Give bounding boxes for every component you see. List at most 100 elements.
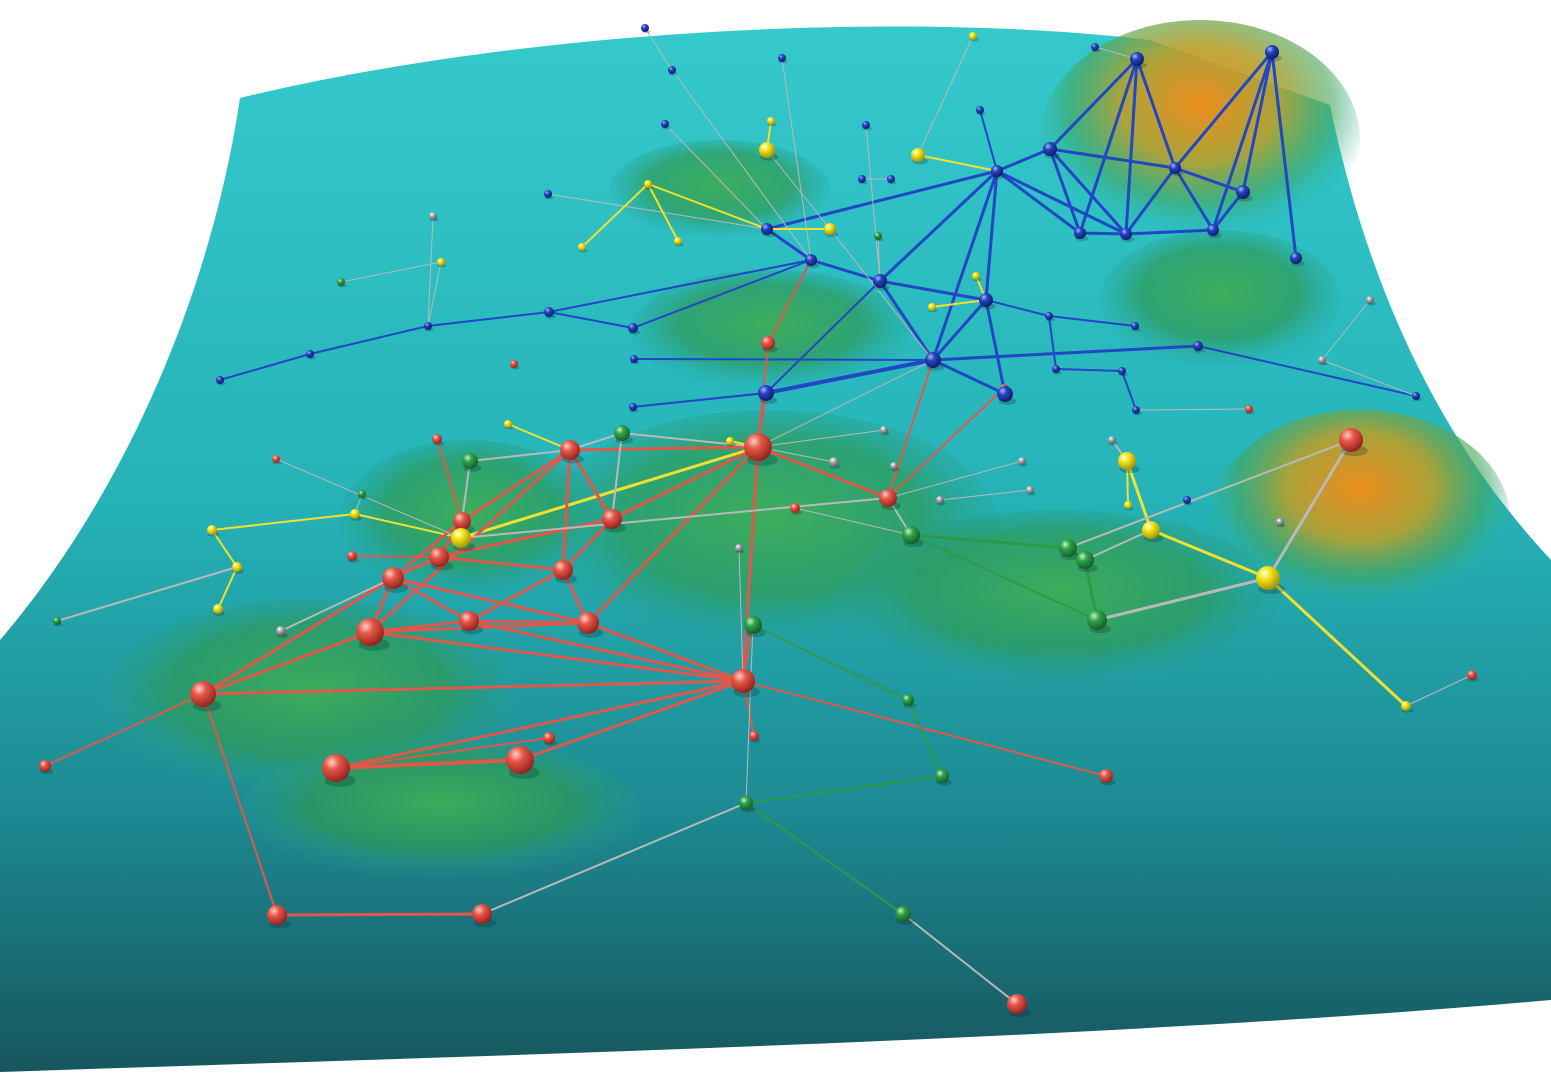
network-edge [202, 693, 278, 916]
network-edge [829, 228, 934, 361]
network-edge [368, 630, 745, 683]
network-edge [518, 679, 745, 762]
network-edge [1173, 166, 1245, 194]
network-node [979, 293, 993, 307]
network-edge [1124, 166, 1177, 236]
network-node [429, 547, 449, 567]
network-edge [767, 259, 812, 344]
network-node [1108, 436, 1116, 444]
network-node [437, 258, 445, 266]
network-edge [1083, 558, 1099, 622]
network-node [1412, 392, 1420, 400]
network-edge [1124, 228, 1215, 236]
network-edge [568, 448, 614, 521]
network-edge [910, 534, 1098, 621]
network-edge [917, 35, 974, 156]
network-node [674, 237, 682, 245]
network-node [1091, 43, 1099, 51]
network-node [928, 303, 936, 311]
network-edge [877, 235, 881, 282]
network-edge [201, 576, 395, 696]
network-edge [459, 445, 760, 540]
network-edge [1048, 315, 1136, 327]
network-edge [217, 566, 238, 610]
network-node [1099, 769, 1113, 783]
network-node [758, 385, 774, 401]
network-edge [427, 311, 550, 327]
network-node [504, 420, 512, 428]
network-node [1043, 142, 1057, 156]
network-node [1131, 322, 1139, 330]
network-node [749, 731, 759, 741]
network-edge [742, 680, 1107, 777]
network-edge [1211, 50, 1274, 232]
network-edge [1048, 147, 1082, 235]
network-node [936, 496, 944, 504]
network-node [337, 278, 345, 286]
network-node [824, 223, 836, 235]
network-node [767, 117, 775, 125]
network-edge [1173, 50, 1274, 170]
network-node [358, 490, 366, 498]
network-node [216, 376, 224, 384]
network-edge [460, 448, 572, 523]
network-node [890, 462, 898, 470]
network-node [1401, 701, 1411, 711]
network-node [382, 567, 404, 589]
network-edge [756, 445, 890, 500]
network-edge [1270, 50, 1298, 260]
network-edges [44, 27, 1473, 1005]
network-edge [436, 438, 463, 522]
network-node [911, 148, 925, 162]
network-edge [309, 325, 429, 355]
network-node [506, 746, 534, 774]
network-node [997, 386, 1013, 402]
network-edge [644, 27, 673, 71]
network-edge [561, 448, 572, 572]
network-edge [461, 460, 471, 522]
network-edge [887, 387, 1005, 499]
network-node [761, 336, 775, 350]
network-node [739, 796, 753, 810]
network-edge [1048, 147, 1177, 170]
network-edge [909, 533, 1070, 550]
network-node [879, 489, 897, 507]
network-node [453, 512, 471, 530]
network-edge [1121, 370, 1137, 411]
network-edge [548, 311, 634, 329]
network-node [350, 509, 360, 519]
network-edge [354, 513, 462, 539]
network-node [1318, 356, 1326, 364]
network-edge [1173, 166, 1215, 232]
network-node [1276, 518, 1284, 526]
network-edge [995, 147, 1052, 173]
network-node [272, 455, 280, 463]
network-edge [1321, 359, 1417, 397]
network-node [829, 457, 839, 467]
network-node [207, 525, 217, 535]
network-node [276, 626, 286, 636]
network-node [744, 616, 762, 634]
network-edge [757, 359, 934, 448]
network-edge [1266, 576, 1408, 708]
network-node [1366, 296, 1374, 304]
network-node [472, 904, 492, 924]
network-edge [878, 169, 999, 283]
network-node [629, 403, 637, 411]
network-node [873, 274, 887, 288]
network-node [39, 760, 51, 772]
network-node [1467, 670, 1477, 680]
network-edge [1084, 529, 1152, 561]
network-edge [765, 280, 881, 394]
network-node [1026, 486, 1034, 494]
network-node [862, 121, 870, 129]
network-edge [633, 358, 934, 361]
network-edge [586, 621, 745, 683]
network-edge [437, 555, 565, 572]
network-edge [568, 445, 760, 452]
network-node [577, 612, 599, 634]
network-node [429, 212, 437, 220]
network-edge [1078, 57, 1139, 235]
network-edge [219, 353, 311, 381]
